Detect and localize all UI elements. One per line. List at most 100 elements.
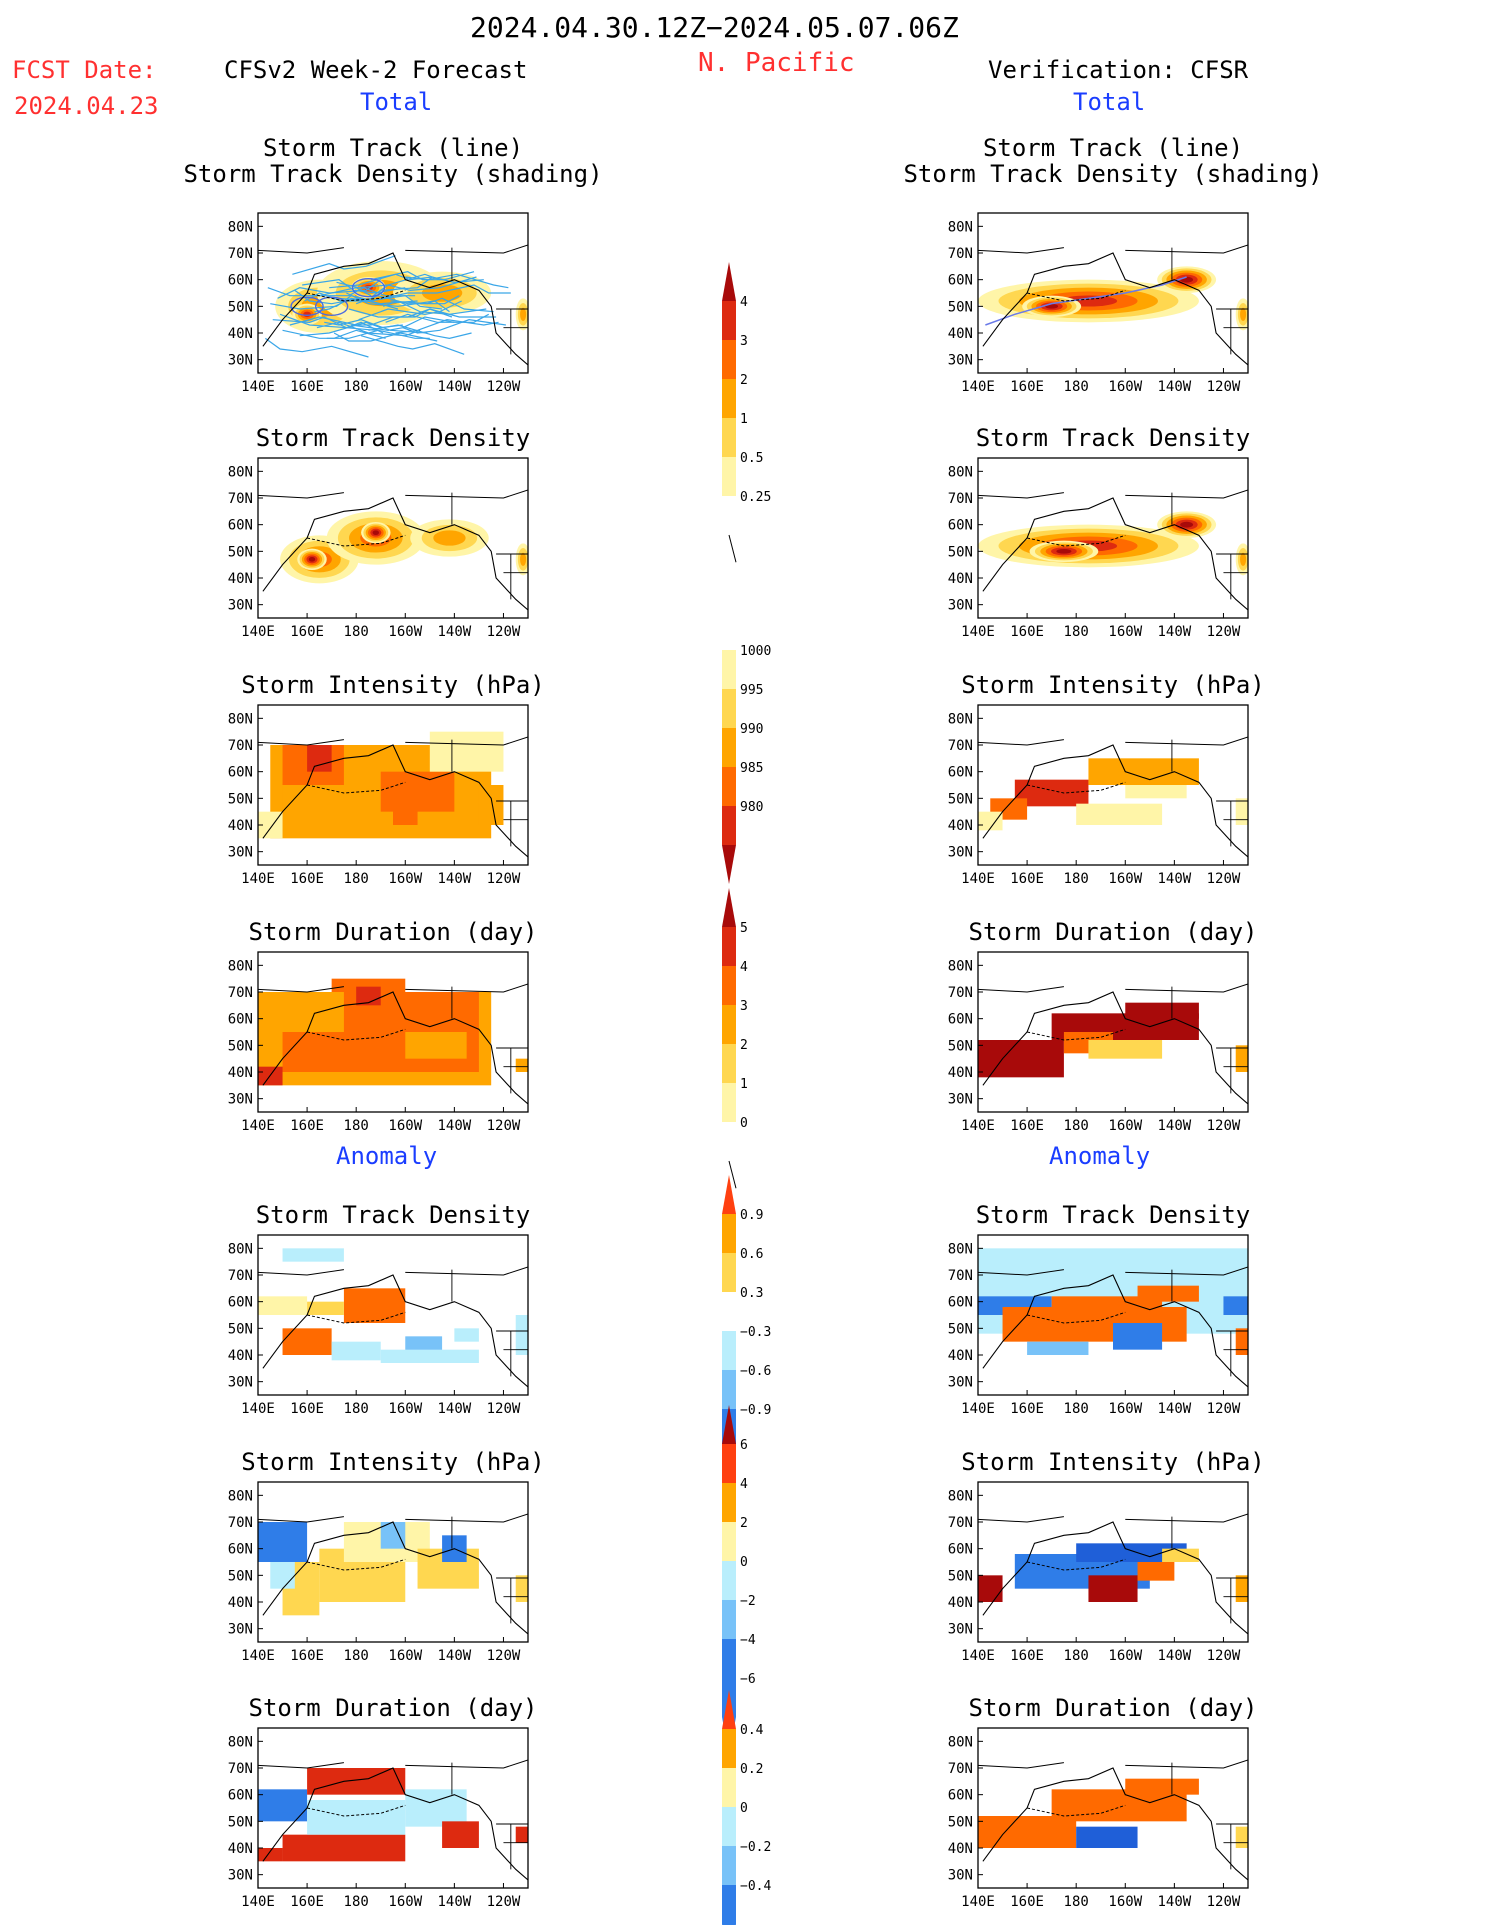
borders <box>451 986 528 1094</box>
density-contour <box>372 530 380 536</box>
lat-tick-label: 50N <box>228 1321 253 1337</box>
lat-tick-label: 70N <box>228 1761 253 1777</box>
colorbar-label: 2 <box>740 373 748 388</box>
anomaly-cell <box>405 1789 467 1827</box>
colorbar-segment <box>722 1885 736 1924</box>
lon-tick-label: 160W <box>388 1401 422 1417</box>
anomaly-cell <box>515 1575 528 1602</box>
colorbar-label: 990 <box>740 722 763 737</box>
lon-tick-label: 140E <box>961 1894 995 1910</box>
intensity-cell <box>429 731 504 772</box>
lon-tick-label: 160W <box>388 1648 422 1664</box>
lat-tick-label: 50N <box>948 1568 973 1584</box>
borders <box>451 1269 528 1377</box>
anomaly-cell <box>1235 1328 1248 1355</box>
aleutian-islands <box>1026 781 1126 794</box>
lat-tick-label: 30N <box>228 1092 253 1108</box>
forecast-total-label: Total <box>360 88 433 116</box>
coastline <box>982 744 1248 858</box>
panel-title: Storm Track Density <box>976 1201 1251 1229</box>
track-contour <box>351 277 386 298</box>
lat-tick-label: 70N <box>228 491 253 507</box>
lon-tick-label: 120W <box>1207 871 1241 887</box>
colorbar-label: 0.4 <box>740 1723 764 1738</box>
panel-frame <box>977 457 1249 619</box>
lon-tick-label: 140W <box>438 1894 472 1910</box>
storm-track-line <box>373 276 477 297</box>
forecast-density-panel <box>257 457 529 619</box>
storm-track-line <box>351 316 455 331</box>
lon-tick-label: 160E <box>1010 1648 1044 1664</box>
anomaly-cell <box>258 1789 308 1822</box>
colorbar-segment <box>722 650 736 689</box>
intensity-cell <box>1088 758 1199 785</box>
coastline <box>982 1274 1248 1388</box>
lat-tick-label: 40N <box>228 326 253 342</box>
colorbar-label: −0.2 <box>740 1840 771 1855</box>
lat-tick-label: 70N <box>948 1761 973 1777</box>
lon-tick-label: 140E <box>961 379 995 395</box>
colorbar-label: 4 <box>740 960 748 975</box>
duration-cell <box>515 1058 528 1072</box>
panel-title: Storm Duration (day) <box>969 918 1258 946</box>
colorbar-segment <box>722 1561 736 1600</box>
lat-tick-label: 30N <box>228 1868 253 1884</box>
panel-frame <box>257 1727 529 1889</box>
duration-cell <box>356 986 381 1006</box>
anomaly-cell <box>307 1768 406 1795</box>
lon-tick-label: 140E <box>961 624 995 640</box>
storm-track-line <box>368 324 472 339</box>
colorbar-label: −0.4 <box>740 1879 771 1894</box>
panel-title: Storm Intensity (hPa) <box>241 671 544 699</box>
anomaly-cell <box>1076 1543 1187 1562</box>
verification-duration-panel <box>977 951 1249 1113</box>
lat-tick-label: 30N <box>948 845 973 861</box>
lat-tick-label: 80N <box>228 711 253 727</box>
forecast-anomaly-label: Anomaly <box>336 1142 438 1170</box>
colorbar-label: 2 <box>740 1516 748 1531</box>
colorbar-segment <box>722 1253 736 1292</box>
lon-tick-label: 180 <box>344 1118 369 1134</box>
coastline <box>262 1274 528 1388</box>
lon-tick-label: 160E <box>290 1118 324 1134</box>
colorbar-segment <box>722 767 736 806</box>
aleutian-islands <box>1026 1558 1126 1571</box>
lon-tick-label: 180 <box>1064 379 1089 395</box>
storm-track-line <box>355 295 460 305</box>
lon-tick-label: 160W <box>1108 624 1142 640</box>
period-title: 2024.04.30.12Z−2024.05.07.06Z <box>470 11 959 44</box>
lat-tick-label: 40N <box>948 1595 973 1611</box>
lat-tick-label: 60N <box>948 765 973 781</box>
anomaly-cell <box>270 1562 295 1589</box>
panel-frame <box>257 1481 529 1643</box>
colorbar-label: 0 <box>740 1555 748 1570</box>
panel-title: Storm Duration (day) <box>249 1694 538 1722</box>
aleutian-islands <box>306 781 406 794</box>
lat-tick-label: 80N <box>228 464 253 480</box>
lon-tick-label: 160E <box>1010 379 1044 395</box>
panel-title: Storm Intensity (hPa) <box>961 1448 1264 1476</box>
borders <box>451 739 528 847</box>
lon-tick-label: 160E <box>290 1648 324 1664</box>
lat-tick-label: 50N <box>948 1321 973 1337</box>
borders <box>1171 1269 1248 1377</box>
colorbar-segment <box>722 1768 736 1807</box>
colorbar-label: 0 <box>740 1801 748 1816</box>
lat-tick-label: 40N <box>228 571 253 587</box>
density-contour <box>1056 549 1072 554</box>
anomaly-cell <box>258 1296 308 1315</box>
anomaly-cell <box>258 1522 308 1562</box>
anomaly-cell <box>1235 1575 1248 1602</box>
lon-tick-label: 160E <box>1010 1894 1044 1910</box>
aleutian-islands <box>1026 289 1126 302</box>
coastline <box>262 991 528 1105</box>
panel-title: Storm Intensity (hPa) <box>961 671 1264 699</box>
borders <box>1171 247 1248 355</box>
density-contour <box>308 557 316 562</box>
storm-track-line <box>316 321 421 337</box>
intensity-cell <box>1235 798 1248 825</box>
colorbar-segment <box>722 379 736 418</box>
anomaly-cell <box>1137 1285 1199 1302</box>
verification-adensity-panel <box>977 1234 1249 1396</box>
colorbar-segment <box>722 1522 736 1561</box>
